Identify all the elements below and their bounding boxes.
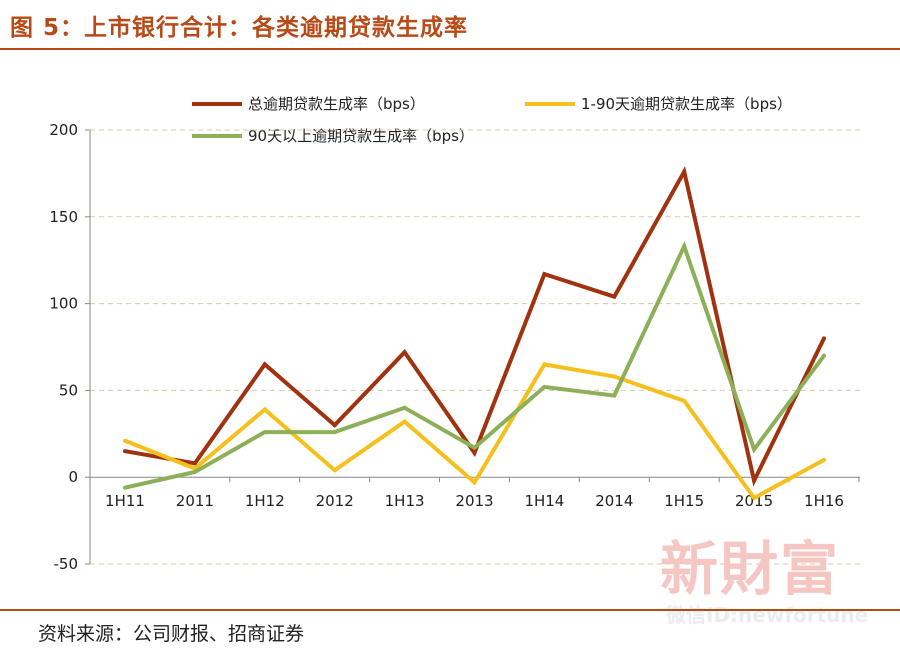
data-point	[123, 449, 127, 454]
series-line-0	[124, 166, 826, 487]
x-tick-label: 1H12	[245, 492, 285, 510]
legend-item-90plus: 90天以上逾期贷款生成率（bps）	[192, 125, 474, 146]
data-point	[332, 430, 337, 435]
title-divider	[0, 48, 900, 50]
y-tick-label: 50	[59, 381, 78, 399]
data-point	[402, 350, 407, 355]
legend-swatch-total	[192, 101, 242, 106]
watermark-id: 微信ID:newfortune	[666, 603, 869, 627]
data-point	[822, 336, 826, 341]
x-tick-label: 1H16	[804, 492, 844, 510]
x-tick-label: 2014	[595, 492, 633, 510]
legend-label-1-90: 1-90天逾期贷款生成率（bps）	[581, 95, 792, 113]
x-tick-label: 1H14	[524, 492, 564, 510]
data-point	[332, 423, 337, 428]
data-point	[682, 244, 687, 249]
data-point	[262, 362, 267, 367]
x-tick-label: 1H13	[385, 492, 425, 510]
footer-divider	[0, 609, 900, 611]
data-point	[752, 447, 757, 452]
data-point	[402, 405, 407, 410]
data-point	[822, 353, 826, 358]
x-tick-label: 1H15	[664, 492, 704, 510]
legend-swatch-90plus	[192, 133, 242, 138]
data-point	[682, 169, 687, 174]
data-point	[542, 384, 547, 389]
legend-label-90plus: 90天以上逾期贷款生成率（bps）	[248, 127, 474, 145]
data-point	[542, 362, 547, 367]
legend-label-total: 总逾期贷款生成率（bps）	[248, 95, 425, 113]
y-tick-label: 100	[49, 295, 78, 313]
data-point	[123, 438, 127, 443]
x-tick-label: 1H11	[105, 492, 145, 510]
data-point	[332, 468, 337, 473]
data-point	[612, 294, 617, 299]
y-tick-label: 200	[49, 121, 78, 139]
data-point	[192, 469, 197, 474]
legend-swatch-1-90	[525, 101, 575, 106]
data-point	[472, 445, 477, 450]
x-tick-label: 2015	[735, 492, 773, 510]
data-point	[123, 485, 127, 490]
data-point	[402, 419, 407, 424]
data-point	[472, 450, 477, 455]
data-point	[682, 398, 687, 403]
chart-title: 图 5：上市银行合计：各类逾期贷款生成率	[10, 15, 469, 41]
legend-item-total: 总逾期贷款生成率（bps）	[192, 93, 425, 114]
data-point	[822, 457, 826, 462]
legend-item-1-90: 1-90天逾期贷款生成率（bps）	[525, 93, 792, 114]
y-tick-label: -50	[54, 555, 79, 573]
x-tick-label: 2012	[316, 492, 354, 510]
data-point	[542, 272, 547, 277]
data-point	[752, 496, 757, 501]
x-tick-label: 2013	[455, 492, 493, 510]
data-point	[612, 393, 617, 398]
watermark-logo: 新財富	[660, 535, 841, 603]
data-point	[262, 430, 267, 435]
data-point	[612, 374, 617, 379]
data-point	[262, 407, 267, 412]
y-tick-label: 150	[49, 208, 78, 226]
data-point	[752, 478, 757, 483]
y-tick-label: 0	[68, 468, 78, 486]
data-point	[472, 480, 477, 485]
data-point	[192, 461, 197, 466]
x-tick-label: 2011	[176, 492, 214, 510]
source-note: 资料来源：公司财报、招商证券	[38, 623, 305, 645]
